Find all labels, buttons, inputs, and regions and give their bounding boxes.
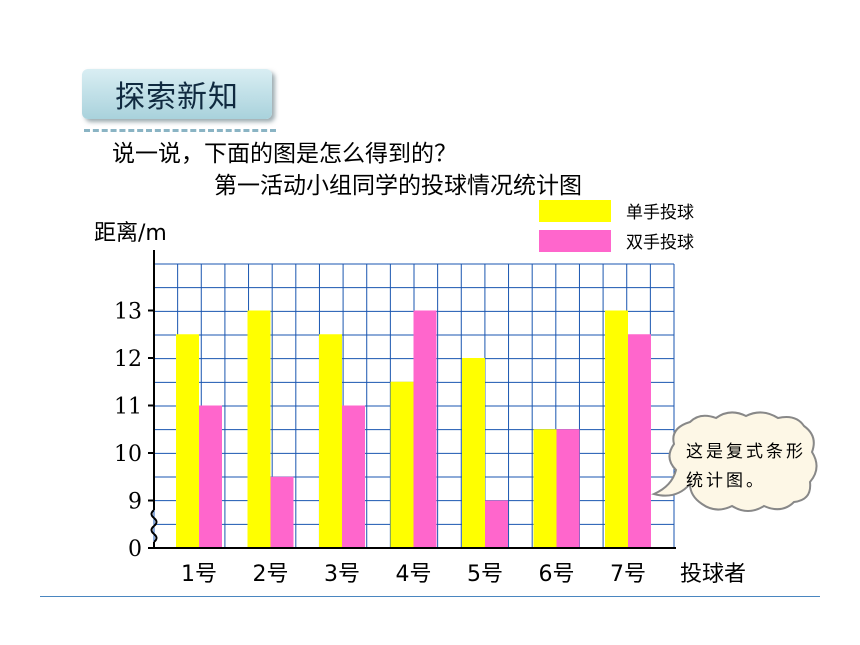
axis-break-mark (150, 509, 158, 543)
tag-underline (84, 129, 276, 132)
axes (148, 250, 676, 549)
x-axis-title: 投球者 (680, 562, 746, 587)
bar-double-6 (556, 429, 580, 548)
x-category-label: 2号 (253, 562, 289, 587)
footer-divider (40, 596, 820, 597)
legend-label: 双手投球 (626, 233, 694, 253)
bar-double-1 (199, 405, 222, 548)
bar-single-3 (319, 334, 342, 548)
y-tick-label: 13 (114, 300, 142, 325)
bars (176, 310, 651, 548)
x-category-label: 3号 (324, 562, 360, 587)
x-category-label: 6号 (539, 562, 575, 587)
bar-double-4 (413, 310, 437, 548)
bar-single-7 (605, 310, 628, 548)
x-category-label: 5号 (467, 562, 503, 587)
y-tick-label: 0 (128, 537, 142, 562)
speech-bubble-shape (651, 411, 818, 512)
y-tick-label: 10 (114, 442, 142, 467)
bar-double-7 (628, 334, 651, 548)
bar-single-2 (247, 310, 271, 548)
bar-double-2 (270, 476, 294, 548)
prompt-text: 说一说，下面的图是怎么得到的？ (112, 141, 457, 167)
callout-text: 这是复式条形统计图。 (686, 442, 806, 491)
legend-label: 单手投球 (626, 203, 694, 223)
speech-bubble (651, 411, 818, 512)
y-axis-title: 距离/m (94, 221, 167, 246)
bar-single-6 (533, 429, 557, 548)
x-category-label: 4号 (396, 562, 432, 587)
y-tick-label: 12 (114, 347, 142, 372)
section-tag: 探索新知 (82, 69, 272, 119)
x-category-label: 7号 (610, 562, 646, 587)
bar-single-1 (176, 334, 199, 548)
labels: 0 9 10 11 12 13 1号 2号 3号 4号 5号 6号 7号 距离/m 投球者 (94, 221, 746, 587)
chart-title: 第一活动小组同学的投球情况统计图 (214, 173, 582, 199)
y-tick-label: 9 (128, 490, 142, 515)
section-tag-label: 探索新知 (115, 80, 239, 115)
x-category-label: 1号 (181, 562, 217, 587)
bar-double-3 (342, 405, 365, 548)
bar-single-4 (390, 381, 414, 548)
legend-swatch (539, 200, 611, 222)
legend-swatch (539, 230, 611, 252)
bar-single-5 (462, 358, 485, 548)
y-tick-label: 11 (114, 395, 142, 420)
bar-double-5 (485, 500, 508, 548)
